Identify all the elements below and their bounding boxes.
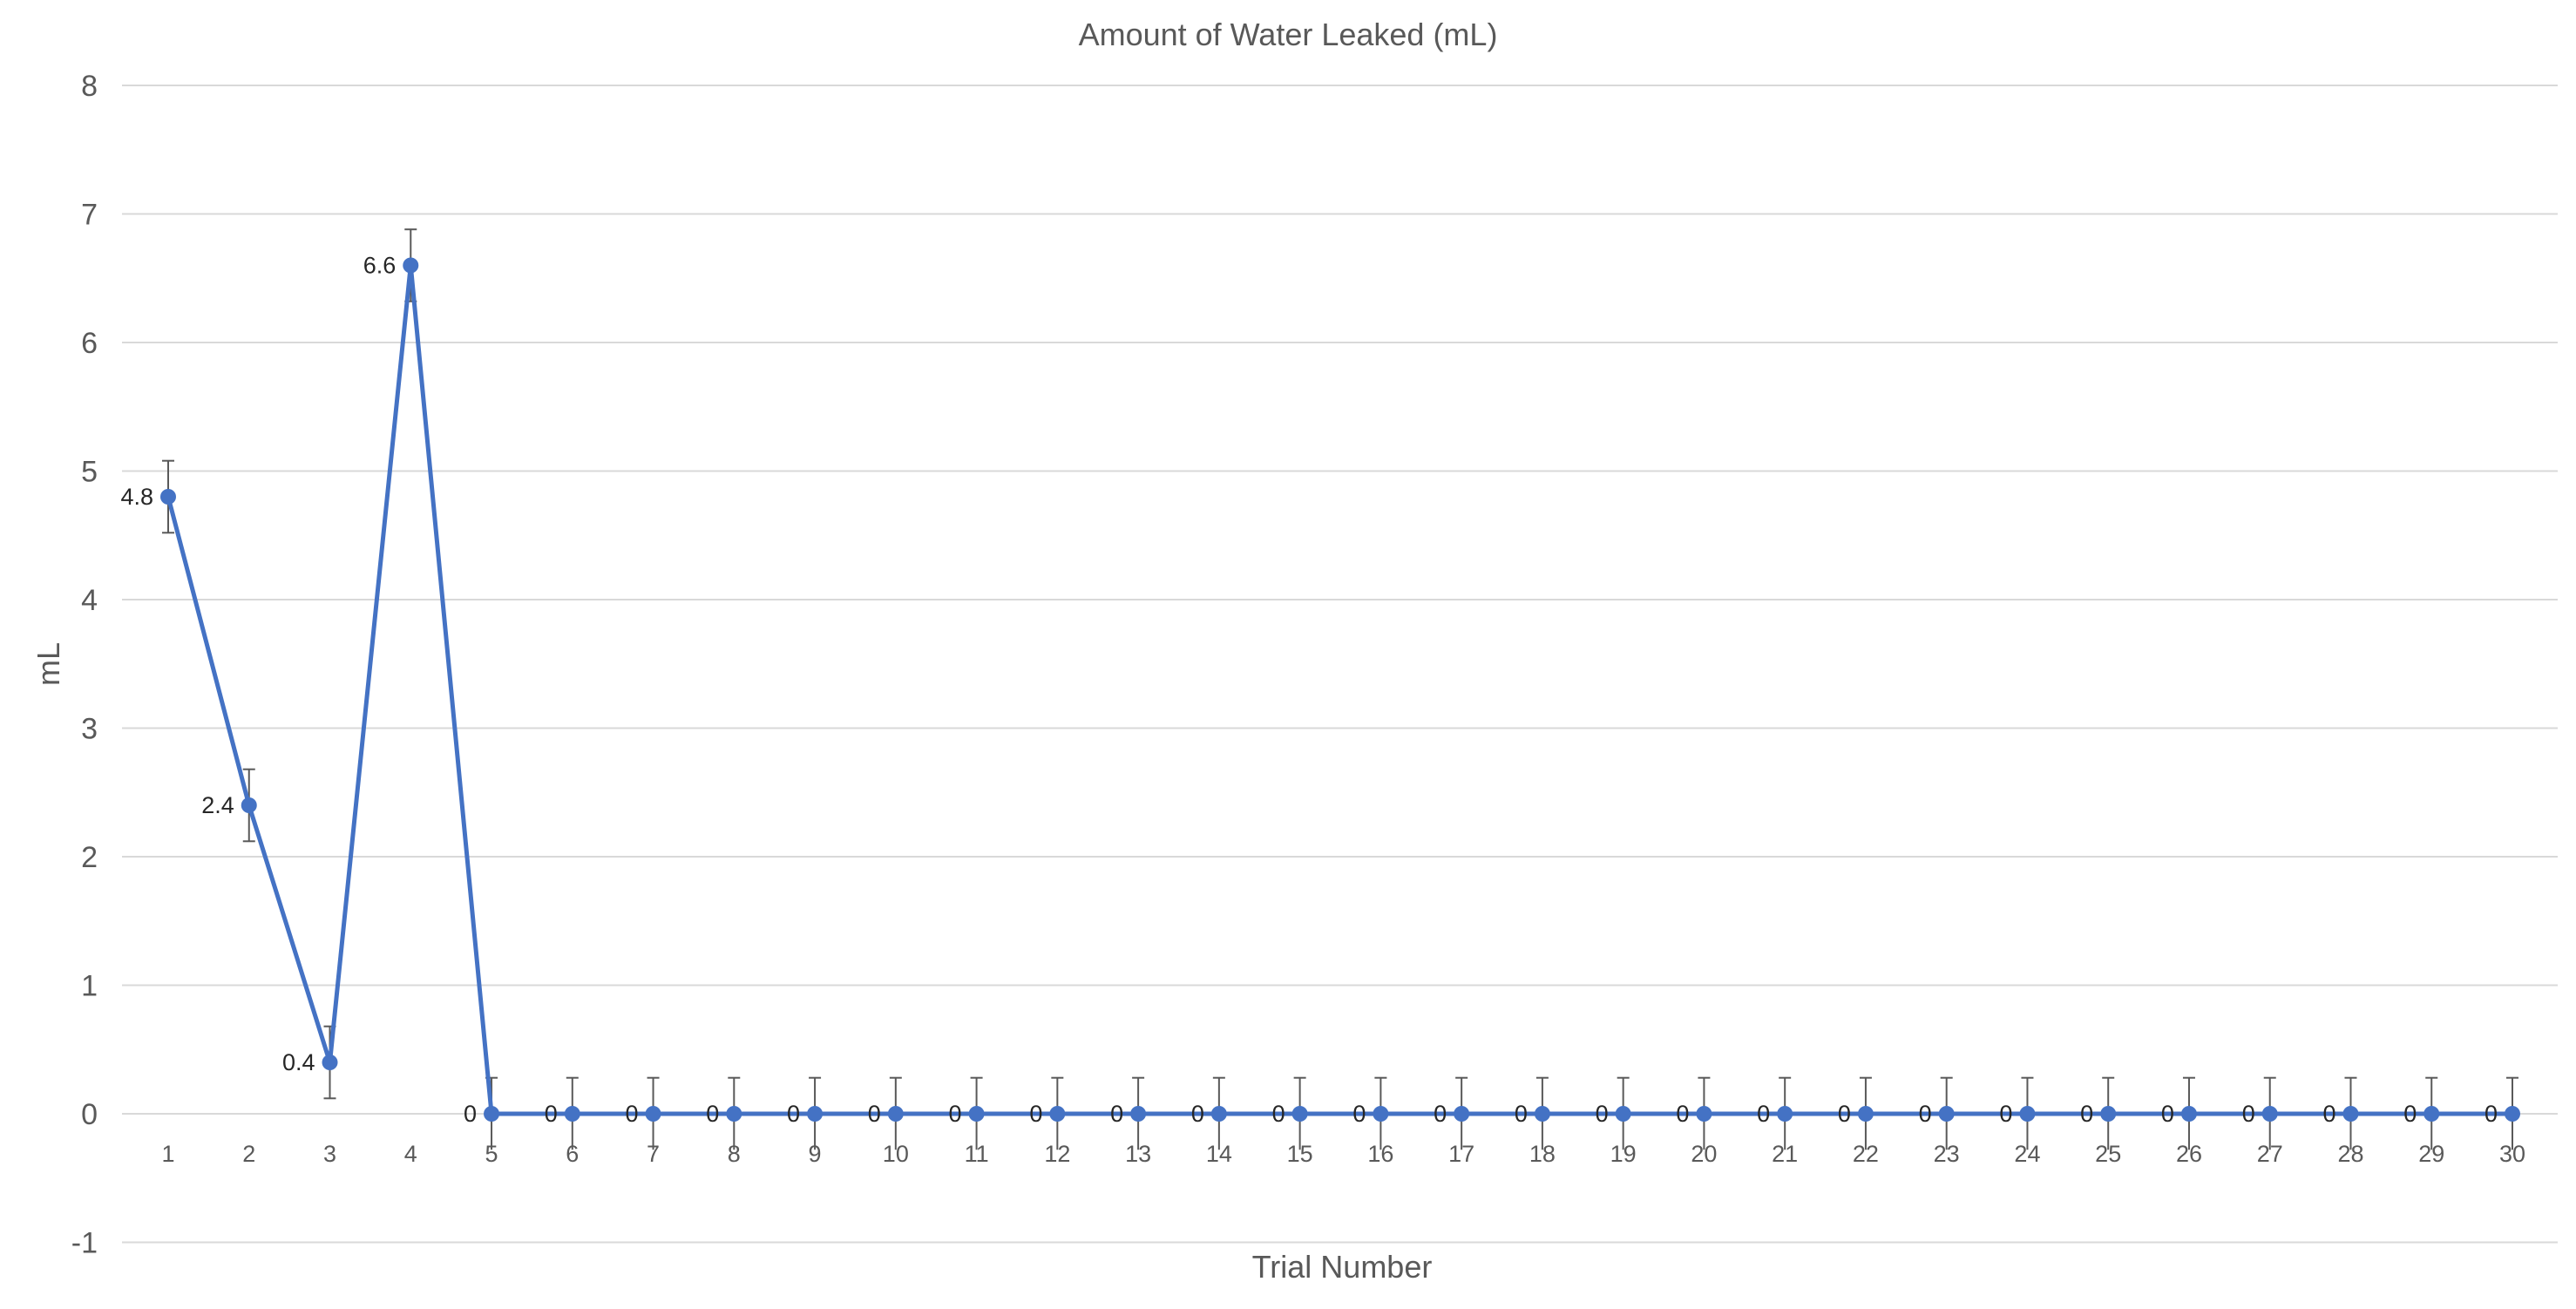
data-label: 0 [1515, 1101, 1528, 1127]
data-point [1454, 1106, 1470, 1122]
error-bars [162, 228, 2518, 1150]
data-label: 4.8 [120, 484, 153, 510]
y-tick-label: 5 [81, 456, 98, 489]
data-point [968, 1106, 985, 1122]
data-label: 0 [545, 1101, 558, 1127]
data-point [160, 489, 176, 505]
data-label: 0 [1838, 1101, 1851, 1127]
data-point [2019, 1106, 2036, 1122]
x-tick-label: 4 [404, 1141, 417, 1167]
data-point [403, 257, 419, 274]
data-point [1696, 1106, 1712, 1122]
data-point [2100, 1106, 2117, 1122]
data-label: 0 [1272, 1101, 1285, 1127]
data-label: 0 [464, 1101, 477, 1127]
data-point [2505, 1106, 2520, 1122]
data-labels: 4.8 2.4 0.4 6.6 0 0 0 0 0 0 0 0 0 0 0 0 0 0 0 0 0 0 0 0 0 0 0 0 0 0 [120, 253, 2498, 1128]
y-tick-label: 3 [81, 713, 98, 746]
x-tick-label: 8 [728, 1141, 741, 1167]
x-tick-label: 5 [485, 1141, 498, 1167]
y-tick-label: -1 [71, 1227, 98, 1260]
series-line-layer [166, 263, 2512, 1116]
data-point [322, 1055, 338, 1070]
data-point [1857, 1106, 1874, 1122]
data-label: 0 [2322, 1101, 2335, 1127]
data-point [1130, 1106, 1147, 1122]
data-label: 0 [2484, 1101, 2498, 1127]
y-tick-label: 2 [81, 841, 98, 874]
series-line [166, 263, 2512, 1116]
y-axis-label: mL [31, 642, 66, 686]
x-tick-label: 1 [161, 1141, 174, 1167]
x-tick-label: 9 [809, 1141, 822, 1167]
data-point [645, 1106, 661, 1122]
data-point [2180, 1106, 2197, 1122]
data-label: 0 [1757, 1101, 1770, 1127]
data-point [2342, 1106, 2359, 1122]
data-label: 0 [2161, 1101, 2174, 1127]
data-point [1049, 1106, 1066, 1122]
y-tick-label: 8 [81, 70, 98, 103]
data-point [807, 1106, 824, 1122]
x-axis-label: Trial Number [1252, 1249, 1433, 1285]
y-tick-label: 4 [81, 584, 98, 617]
data-point [2261, 1106, 2278, 1122]
data-point [564, 1106, 580, 1122]
data-point [726, 1106, 742, 1122]
data-label: 0 [1352, 1101, 1366, 1127]
y-tick-label: 7 [81, 199, 98, 232]
data-label: 0 [1676, 1101, 1689, 1127]
data-label: 6.6 [363, 253, 397, 279]
data-point [1534, 1106, 1550, 1122]
x-tick-label: 6 [566, 1141, 579, 1167]
data-label: 0 [2242, 1101, 2255, 1127]
data-label: 0 [1191, 1101, 1204, 1127]
data-label: 0 [1110, 1101, 1123, 1127]
data-point [1373, 1106, 1389, 1122]
data-point [1291, 1106, 1308, 1122]
data-point [887, 1106, 904, 1122]
x-axis-ticks: 1 2 3 4 5 6 7 8 9 10 11 12 13 14 15 16 17 18 19 20 21 22 23 24 2… [161, 1141, 2525, 1167]
y-axis-ticks: -1 0 1 2 3 4 5 6 7 8 [71, 70, 98, 1260]
x-tick-label: 2 [242, 1141, 255, 1167]
data-point [1938, 1106, 1955, 1122]
data-label: 0.4 [282, 1049, 315, 1075]
data-label: 0 [1029, 1101, 1042, 1127]
data-points [160, 257, 2520, 1122]
data-label: 0 [706, 1101, 719, 1127]
data-label: 0 [949, 1101, 962, 1127]
data-label: 0 [1596, 1101, 1609, 1127]
data-label: 0 [1999, 1101, 2012, 1127]
data-point [1615, 1106, 1631, 1122]
data-label: 0 [787, 1101, 800, 1127]
y-tick-label: 6 [81, 327, 98, 360]
data-point [484, 1106, 500, 1122]
y-tick-label: 0 [81, 1098, 98, 1131]
x-tick-label: 3 [323, 1141, 336, 1167]
data-label: 0 [2080, 1101, 2093, 1127]
data-label: 0 [626, 1101, 639, 1127]
data-label: 0 [1919, 1101, 1932, 1127]
y-tick-label: 1 [81, 970, 98, 1003]
x-tick-label: 7 [647, 1141, 660, 1167]
data-point [1777, 1106, 1793, 1122]
data-point [241, 797, 257, 813]
data-label: 0 [868, 1101, 881, 1127]
data-point [2423, 1106, 2440, 1122]
data-point [1210, 1106, 1227, 1122]
data-label: 0 [2403, 1101, 2417, 1127]
data-label: 2.4 [201, 792, 234, 818]
data-label: 0 [1434, 1101, 1447, 1127]
chart-title: Amount of Water Leaked (mL) [1079, 17, 1498, 52]
